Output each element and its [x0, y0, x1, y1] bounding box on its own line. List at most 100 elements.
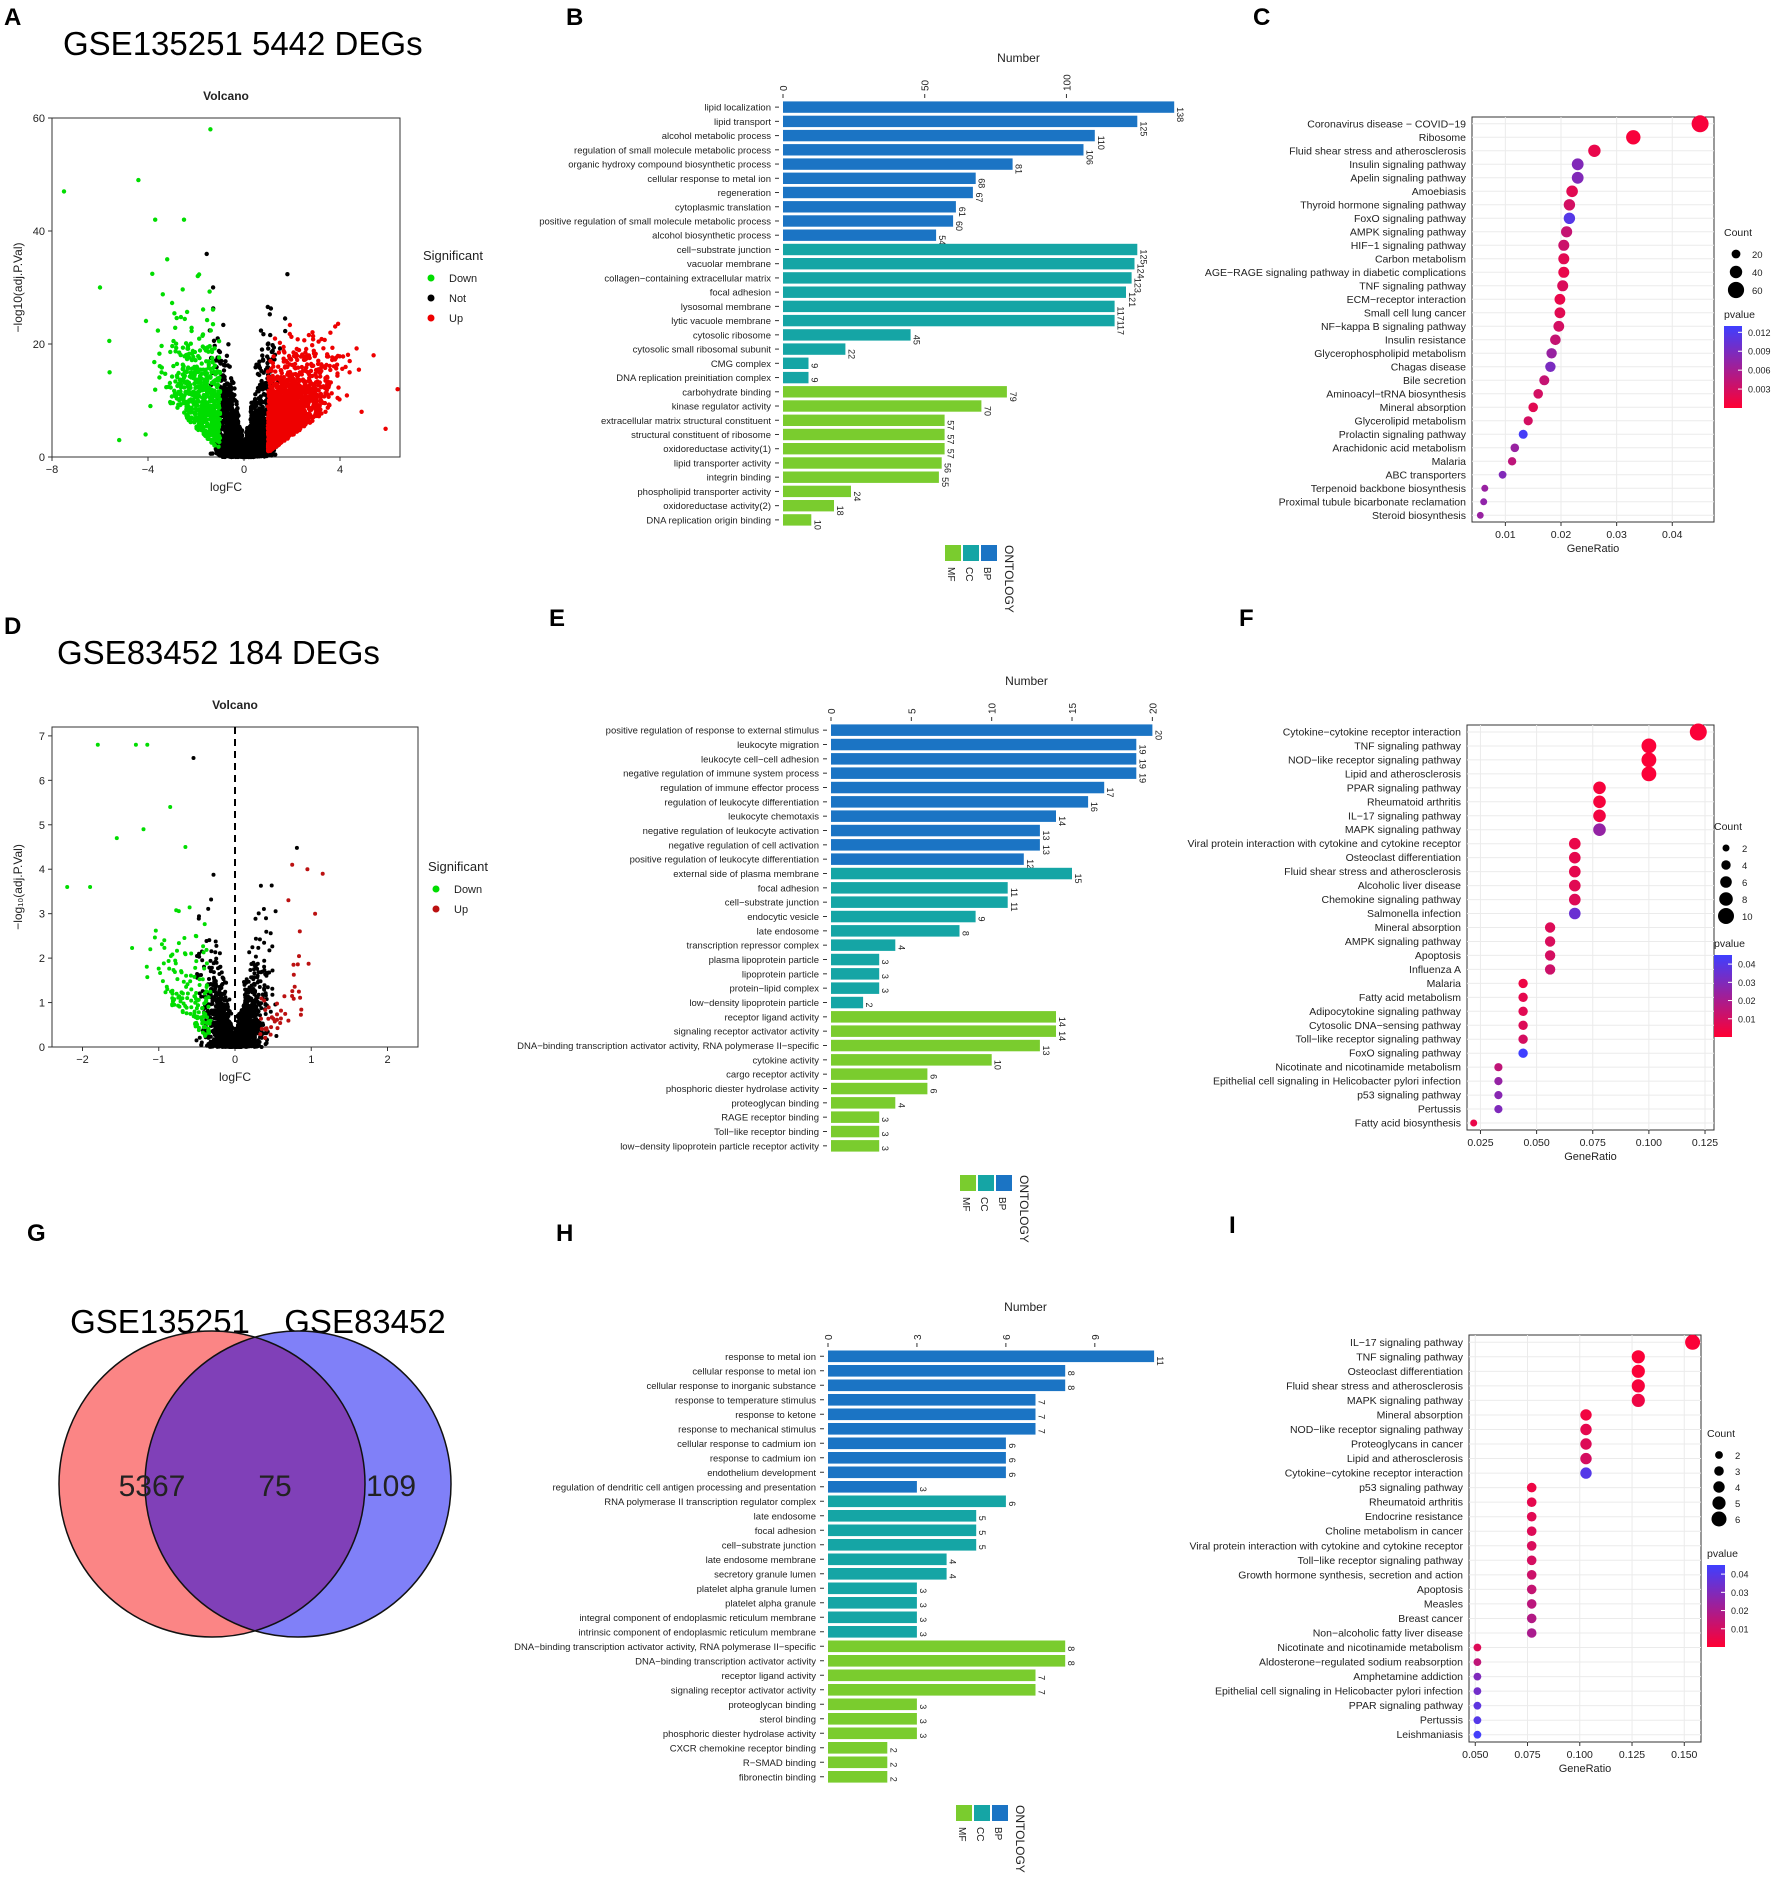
- volcano-point: [173, 379, 178, 384]
- volcano-point: [295, 357, 300, 363]
- volcano-point: [260, 358, 266, 363]
- volcano-point: [215, 382, 221, 388]
- volcano-point: [211, 365, 216, 371]
- volcano-point: [217, 359, 222, 364]
- y-axis-label: −log10(adj.P.Val): [11, 243, 25, 333]
- volcano-point: [313, 395, 319, 400]
- volcano-point: [204, 359, 209, 364]
- volcano-point: [259, 368, 264, 374]
- volcano-point: [237, 436, 242, 441]
- volcano-point: [107, 338, 112, 344]
- volcano-point: [217, 417, 222, 422]
- volcano-point: [310, 330, 315, 335]
- volcano-point: [225, 417, 230, 422]
- volcano-point: [335, 353, 340, 359]
- volcano-point: [143, 318, 149, 324]
- volcano-point: [234, 402, 239, 407]
- volcano-point: [207, 385, 212, 390]
- volcano-point: [281, 344, 286, 350]
- legend-label: Up: [449, 313, 463, 325]
- volcano-point: [136, 177, 141, 183]
- volcano-point: [166, 384, 171, 389]
- volcano-point: [238, 453, 244, 458]
- volcano-point: [216, 421, 221, 426]
- volcano-point: [226, 397, 231, 402]
- volcano-point: [207, 416, 213, 422]
- volcano-point: [287, 331, 292, 337]
- volcano-point: [155, 328, 161, 333]
- volcano-point: [298, 405, 304, 410]
- volcano-point: [295, 337, 300, 342]
- volcano-point: [182, 393, 187, 398]
- volcano-point: [248, 434, 253, 439]
- volcano-point: [303, 381, 308, 386]
- volcano-point: [61, 189, 67, 194]
- volcano-point: [226, 342, 231, 347]
- volcano-point: [181, 217, 187, 222]
- y-tick-label: 0: [39, 1042, 45, 1054]
- y-tick-label: 1: [39, 998, 45, 1010]
- volcano-point: [178, 314, 184, 320]
- volcano-point: [196, 394, 202, 399]
- volcano-point: [257, 419, 262, 424]
- legend-label: Not: [449, 293, 466, 305]
- volcano-point: [210, 347, 215, 352]
- volcano-point: [197, 336, 202, 341]
- volcano-point: [216, 444, 221, 449]
- volcano-point: [195, 418, 200, 423]
- volcano-point: [253, 392, 258, 397]
- volcano-point: [327, 363, 332, 369]
- volcano-point: [303, 391, 308, 396]
- volcano-point: [290, 426, 295, 431]
- volcano-point: [285, 272, 290, 277]
- volcano-point: [174, 315, 179, 321]
- volcano-point: [356, 367, 362, 372]
- volcano-point: [344, 393, 350, 398]
- volcano-point: [186, 365, 191, 370]
- volcano-point: [211, 422, 216, 427]
- volcano-point: [261, 400, 267, 405]
- x-axis-label: logFC: [210, 480, 242, 494]
- volcano-point: [222, 450, 227, 455]
- volcano-point: [192, 393, 197, 398]
- volcano-point: [203, 367, 208, 372]
- volcano-point: [310, 343, 315, 348]
- volcano-point: [228, 387, 233, 393]
- volcano-point: [202, 411, 207, 416]
- volcano-point: [186, 414, 191, 419]
- volcano-point: [226, 432, 231, 437]
- volcano-point: [266, 341, 271, 346]
- volcano-point: [227, 446, 232, 451]
- volcano-point: [336, 385, 341, 390]
- volcano-point: [203, 372, 208, 377]
- y-tick-label: 20: [33, 339, 45, 351]
- volcano-point: [318, 407, 323, 412]
- panel-letter-C: C: [1253, 4, 1270, 31]
- volcano-point: [168, 399, 173, 405]
- volcano-point: [150, 271, 155, 276]
- volcano-point: [160, 292, 165, 297]
- volcano-point: [260, 448, 265, 454]
- x-tick-label: −1: [152, 1054, 165, 1066]
- volcano-point: [186, 385, 192, 391]
- volcano-point: [371, 353, 376, 358]
- x-tick-label: 0: [232, 1054, 238, 1066]
- volcano-point: [222, 377, 227, 382]
- volcano-point: [270, 343, 275, 348]
- volcano-point: [319, 385, 324, 390]
- volcano-point: [323, 409, 328, 414]
- volcano-point: [264, 929, 269, 934]
- volcano-point: [210, 285, 216, 290]
- volcano-point: [169, 300, 175, 306]
- volcano-point: [159, 370, 164, 375]
- volcano-point: [173, 325, 178, 330]
- volcano-point: [213, 404, 219, 410]
- volcano-point: [275, 435, 281, 440]
- y-tick-label: 0: [39, 452, 45, 464]
- x-tick-label: 4: [337, 464, 343, 476]
- volcano-point: [288, 357, 294, 362]
- volcano-point: [293, 379, 298, 385]
- volcano-point: [261, 332, 266, 337]
- volcano-points: [61, 127, 400, 460]
- volcano-point: [302, 338, 307, 343]
